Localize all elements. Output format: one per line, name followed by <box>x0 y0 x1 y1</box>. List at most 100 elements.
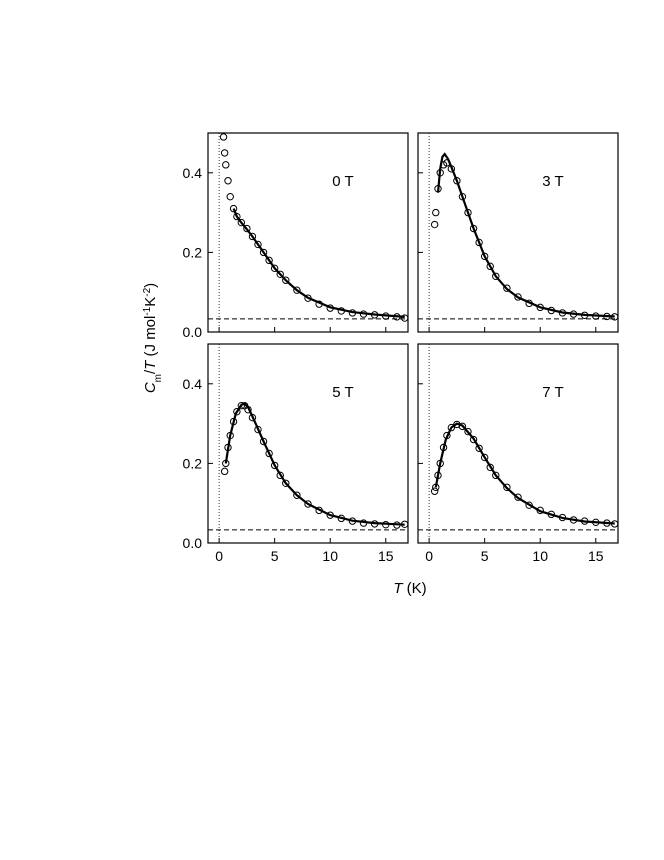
data-point <box>265 449 273 458</box>
x-label-part: (K) <box>403 580 427 597</box>
data-point <box>224 443 232 452</box>
y-label-part: C <box>142 382 159 393</box>
data-point <box>439 443 448 452</box>
data-point <box>270 461 279 470</box>
data-point <box>486 463 494 472</box>
y-label-part: -1 <box>142 306 153 315</box>
data-point <box>276 471 284 480</box>
data-point <box>475 444 483 452</box>
y-label-part: m <box>153 374 164 382</box>
data-point <box>270 264 279 273</box>
data-point <box>603 519 611 527</box>
data-point <box>359 519 368 527</box>
data-point <box>219 133 228 141</box>
data-point <box>326 304 334 312</box>
data-point <box>592 312 600 320</box>
data-point <box>226 192 234 201</box>
data-point <box>265 256 273 265</box>
data-point <box>453 177 461 185</box>
data-point <box>536 506 544 515</box>
x-tick-label: 0 <box>425 548 433 564</box>
data-point <box>603 312 611 321</box>
y-tick-label: 0.2 <box>183 455 203 471</box>
panel-label: 5 T <box>332 384 353 401</box>
data-point <box>464 427 472 436</box>
data-point <box>229 204 238 213</box>
data-point <box>382 312 390 320</box>
fit-line <box>232 208 405 318</box>
y-tick-label: 0.4 <box>183 376 203 392</box>
y-label-part: K <box>142 297 159 307</box>
data-point <box>480 453 489 462</box>
data-point <box>447 165 456 173</box>
panel-frame <box>207 343 409 544</box>
data-point <box>370 520 379 528</box>
data-point <box>254 240 262 249</box>
x-label-part: T <box>393 580 404 597</box>
data-point <box>558 309 567 317</box>
fit-line <box>434 422 615 525</box>
data-point <box>434 185 442 193</box>
data-point <box>348 517 357 525</box>
data-point <box>237 401 246 410</box>
panel-frame <box>417 132 619 333</box>
data-point <box>304 294 312 302</box>
data-point <box>580 517 589 525</box>
data-point <box>592 518 600 527</box>
x-axis-label: T (K) <box>393 580 426 597</box>
data-point <box>475 238 483 247</box>
data-point <box>443 431 451 440</box>
data-point <box>430 487 439 495</box>
data-point <box>525 299 533 308</box>
y-label-part: (J mol <box>142 316 159 361</box>
data-point <box>503 284 511 292</box>
x-tick-label: 0 <box>215 548 223 564</box>
data-point <box>486 262 494 271</box>
x-tick-label: 10 <box>532 548 548 564</box>
data-point <box>430 220 439 229</box>
data-point <box>514 493 522 501</box>
data-point <box>569 310 578 318</box>
data-point <box>432 483 440 491</box>
data-point <box>326 511 334 519</box>
y-label-part: -2 <box>142 287 153 296</box>
data-point <box>469 224 478 233</box>
panel-label: 7 T <box>542 384 563 401</box>
data-point <box>436 169 444 177</box>
data-point <box>222 459 230 468</box>
data-point <box>393 313 401 321</box>
data-point <box>464 208 472 217</box>
data-point <box>337 514 346 523</box>
data-point <box>580 311 589 319</box>
y-tick-label: 0.0 <box>183 324 203 340</box>
data-point <box>259 248 268 257</box>
data-point <box>469 435 478 444</box>
data-point <box>447 423 456 432</box>
data-point <box>220 149 229 157</box>
y-axis-label: Cm/T (J mol-1K-2) <box>142 283 164 393</box>
panel-label: 3 T <box>542 173 563 190</box>
data-point <box>492 272 500 280</box>
data-point <box>432 208 440 217</box>
data-point <box>434 471 442 480</box>
data-point <box>222 161 230 169</box>
data-point <box>304 500 312 508</box>
fit-line <box>436 152 615 318</box>
fit-line <box>224 402 405 526</box>
data-point <box>293 491 301 499</box>
data-point <box>248 413 257 422</box>
data-point <box>503 483 511 491</box>
data-point <box>480 252 489 261</box>
data-point <box>359 310 368 318</box>
data-point <box>348 309 357 317</box>
data-point <box>282 276 290 284</box>
data-point <box>282 479 290 487</box>
data-point <box>436 459 444 468</box>
data-point <box>536 303 544 312</box>
data-point <box>458 422 467 431</box>
data-point <box>382 520 390 529</box>
data-point <box>259 437 268 446</box>
data-point <box>248 232 257 241</box>
data-point <box>233 212 241 221</box>
